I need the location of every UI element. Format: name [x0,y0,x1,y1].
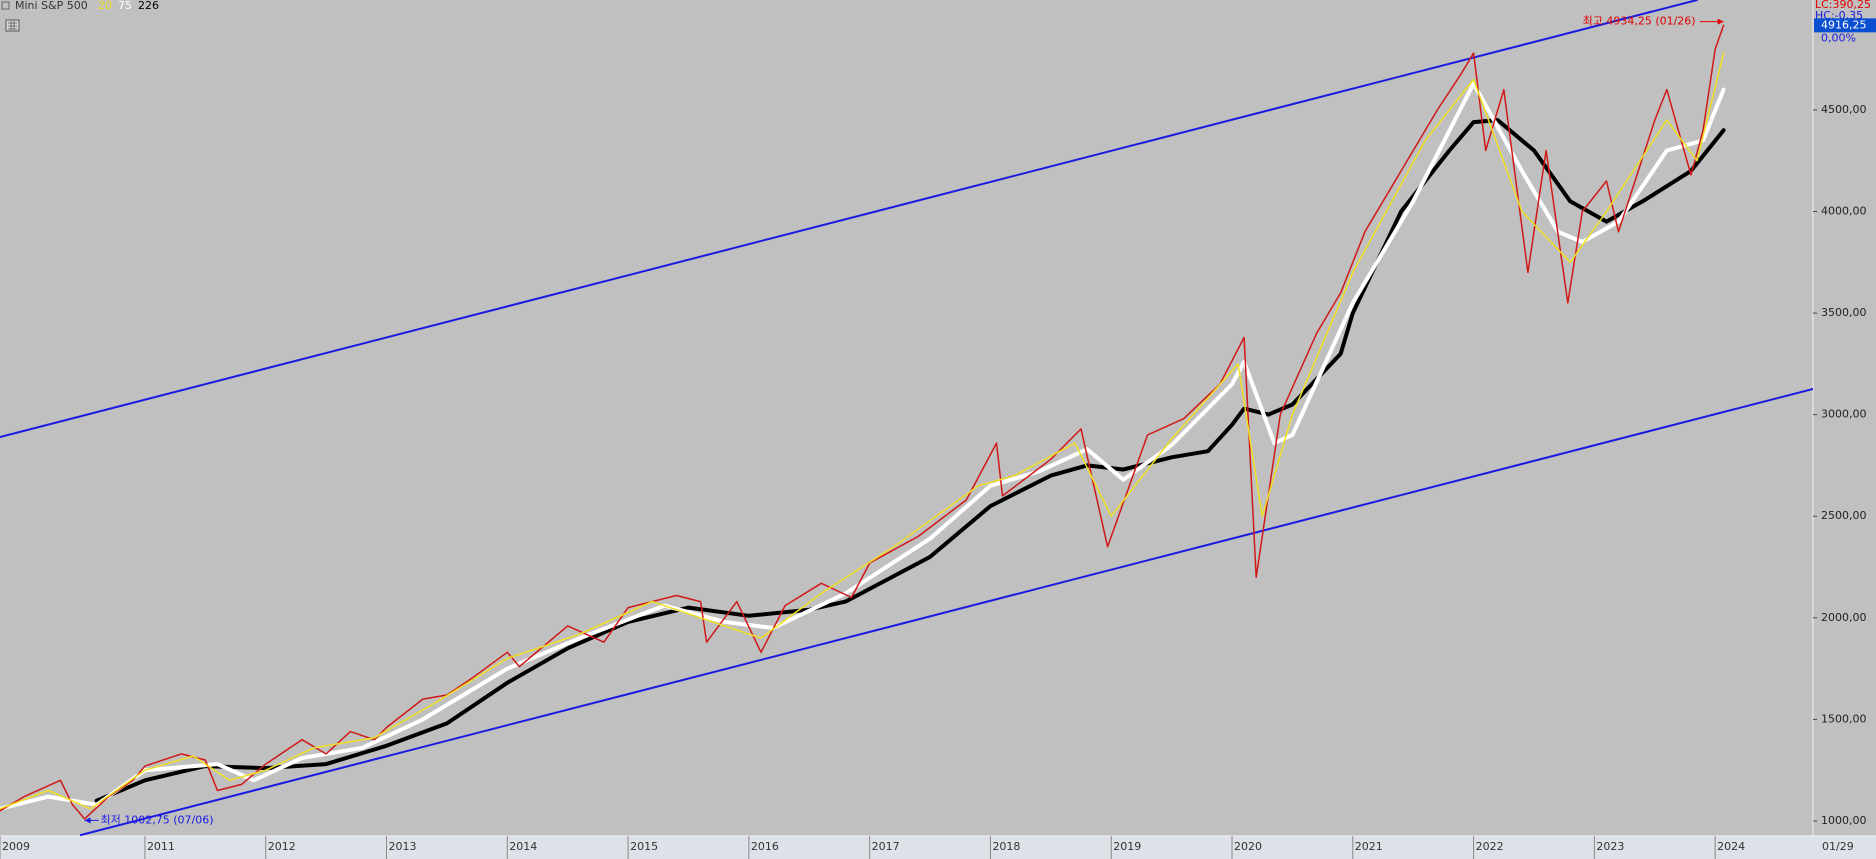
settings-icon [8,21,17,30]
x-tick-label: 2024 [1717,840,1745,853]
y-tick-label: 3500,00 [1821,306,1867,319]
x-tick-label: 2018 [992,840,1020,853]
x-tick-label: 2015 [630,840,658,853]
x-tick-label: 2017 [872,840,900,853]
x-tick-label: 2011 [147,840,175,853]
current-price-box [1814,18,1876,33]
header-text: LC:390,25 [1815,0,1871,11]
ma-line [0,81,1726,811]
annotation-label: 최저 1002,75 (07/06) [101,813,214,826]
x-tick-label: 2014 [509,840,537,853]
legend-label: 75 [118,0,132,12]
y-tick-label: 4500,00 [1821,103,1867,116]
x-tick-label: 2009 [2,840,30,853]
annotation-label: 최고 4934,25 (01/26) [1583,15,1696,28]
trendline [79,388,1813,836]
legend-label: Mini S&P 500 [15,0,88,12]
y-tick-label: 4000,00 [1821,204,1867,217]
x-axis-band [0,836,1876,859]
x-tick-label: 2023 [1596,840,1624,853]
y-tick-label: 3000,00 [1821,408,1867,421]
x-tick-label: 2013 [389,840,417,853]
settings-button[interactable] [5,19,20,32]
x-tick-label: 2021 [1355,840,1383,853]
y-tick-label: 1000,00 [1821,814,1867,827]
y-tick-label: 2500,00 [1821,509,1867,522]
arrow-head [1717,18,1724,25]
x-tick-label: 2020 [1234,840,1262,853]
x-tick-label: 2019 [1113,840,1141,853]
icon [1,1,10,10]
y-tick-label: 2000,00 [1821,611,1867,624]
x-tick-label: 2012 [268,840,296,853]
change-label: 0,00% [1821,31,1856,44]
ma-line [0,52,1725,810]
date-label: 01/29 [1822,840,1854,853]
x-tick-label: 2016 [751,840,779,853]
legend-label: 226 [138,0,159,12]
x-tick-label: 2022 [1476,840,1504,853]
ma-line [94,118,1726,803]
arrow-head [84,817,91,824]
y-tick-label: 1500,00 [1821,712,1867,725]
plot-area [0,0,1813,836]
trendline [0,0,1698,438]
legend-label: 20 [98,0,112,12]
current-price-label: 4916,25 [1821,18,1867,31]
